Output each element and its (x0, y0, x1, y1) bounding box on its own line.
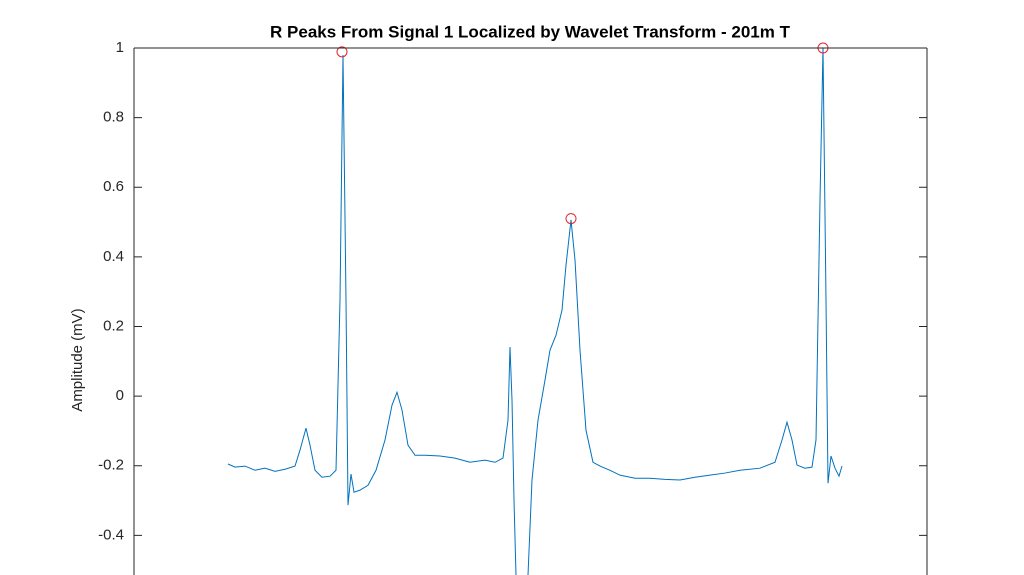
y-tick-label: 0.4 (103, 248, 124, 265)
r-peak-marker (336, 46, 348, 58)
y-tick-label: 0 (116, 387, 124, 404)
y-tick-label: 0.2 (103, 317, 124, 334)
y-axis-label: Amplitude (mV) (69, 308, 86, 411)
y-tick-label: 1 (116, 39, 124, 56)
plot-area (227, 42, 843, 575)
y-tick-label: -0.2 (98, 457, 124, 474)
y-tick-label: 0.6 (103, 178, 124, 195)
y-tick-label: -0.4 (98, 526, 124, 543)
r-peak-marker (565, 213, 577, 225)
chart-title: R Peaks From Signal 1 Localized by Wavel… (270, 22, 791, 41)
y-tick-label: 0.8 (103, 109, 124, 126)
signal-line (227, 47, 843, 575)
